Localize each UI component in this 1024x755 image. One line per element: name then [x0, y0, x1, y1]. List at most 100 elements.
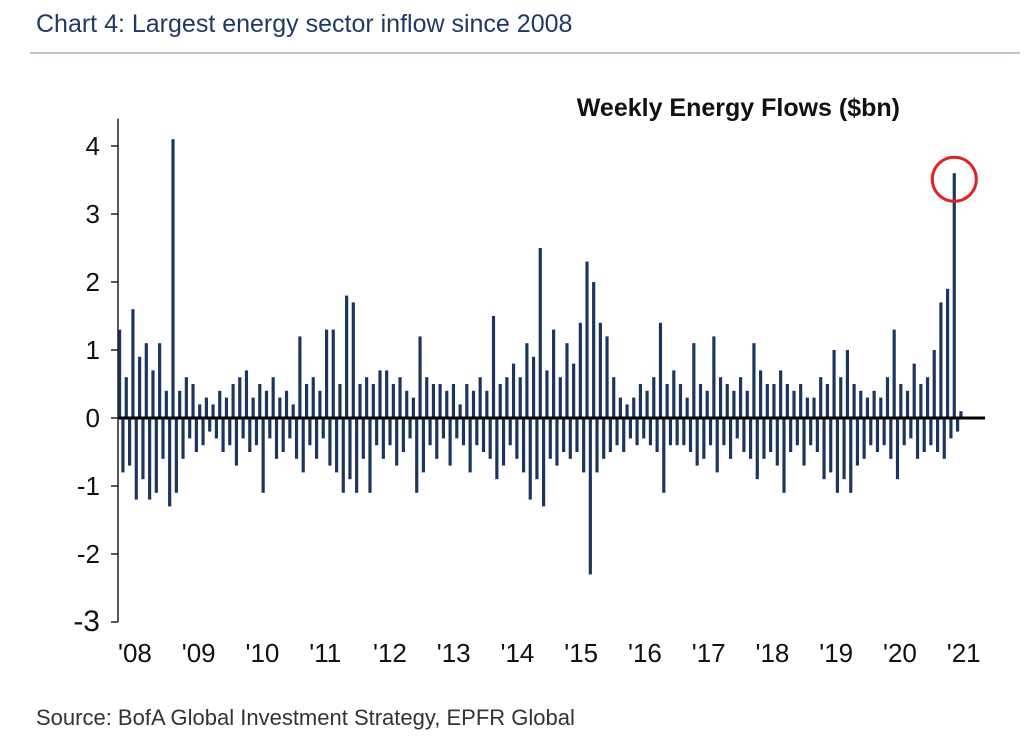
bar: [425, 377, 429, 418]
bar: [755, 418, 759, 480]
x-tick-label: '18: [756, 638, 790, 668]
bar: [438, 384, 442, 418]
bar: [872, 390, 876, 418]
energy-flows-bar-chart: Weekly Energy Flows ($bn) 4 3 2 1 0 -1 -2 -3 '0…: [73, 94, 985, 668]
bar: [538, 248, 542, 418]
bar: [291, 404, 295, 418]
bar: [695, 418, 699, 466]
bar: [692, 343, 696, 418]
bar: [274, 418, 279, 459]
bar: [625, 404, 629, 418]
y-tick-label: 0: [86, 403, 100, 433]
bar: [942, 418, 946, 459]
x-tick-label: '13: [437, 638, 471, 668]
bar: [555, 418, 559, 466]
bar: [842, 418, 846, 480]
bar: [805, 397, 809, 418]
bar: [552, 329, 556, 418]
bar: [208, 418, 212, 432]
bar: [211, 404, 215, 418]
bar: [375, 418, 379, 446]
bar: [602, 418, 606, 459]
bar: [815, 418, 819, 452]
bar: [284, 390, 289, 418]
x-tick-label: '08: [118, 638, 152, 668]
bar: [789, 418, 793, 452]
bar: [548, 418, 552, 459]
bar: [782, 418, 786, 493]
bar: [565, 343, 569, 418]
bar: [415, 418, 419, 493]
bar: [919, 384, 923, 418]
bar: [915, 418, 920, 459]
bar: [882, 418, 886, 446]
bar: [718, 377, 723, 418]
bar: [925, 377, 930, 418]
bar: [935, 418, 940, 452]
bar: [939, 302, 943, 418]
bar: [638, 384, 642, 418]
bar: [234, 418, 239, 466]
bar: [325, 329, 329, 418]
bar: [164, 390, 168, 418]
bar: [582, 418, 586, 473]
bar: [278, 397, 282, 418]
bar: [201, 418, 205, 446]
bar: [304, 384, 309, 418]
bar: [298, 336, 302, 418]
bar: [168, 418, 172, 507]
bar: [658, 322, 663, 418]
bar: [725, 384, 729, 418]
bar: [365, 377, 369, 418]
bar: [895, 418, 900, 480]
bar: [158, 343, 162, 418]
bar: [715, 418, 719, 473]
bar: [121, 418, 125, 473]
bar: [558, 377, 562, 418]
source-note: Source: BofA Global Investment Strategy,…: [36, 705, 575, 730]
bar: [929, 418, 933, 446]
bar: [191, 384, 195, 418]
bar: [945, 288, 950, 418]
bar: [795, 418, 799, 446]
bar: [395, 418, 399, 466]
bar: [128, 418, 132, 466]
bar: [174, 418, 178, 493]
bar: [458, 404, 462, 418]
bar: [675, 418, 679, 446]
bar: [525, 343, 529, 418]
bar: [865, 397, 870, 418]
x-tick-label: '14: [501, 638, 535, 668]
bar: [478, 377, 482, 418]
bar: [248, 418, 252, 452]
bar: [885, 377, 890, 418]
bar: [241, 418, 245, 439]
x-tick-label: '12: [373, 638, 407, 668]
bar: [562, 418, 566, 452]
bar: [655, 418, 659, 452]
bar: [178, 390, 182, 418]
bar: [959, 411, 963, 418]
bar: [949, 418, 953, 439]
bar: [311, 377, 315, 418]
bar: [328, 418, 332, 466]
bar: [254, 418, 259, 446]
bar: [468, 418, 472, 473]
bar: [899, 384, 903, 418]
bar: [268, 418, 272, 439]
x-tick-label: '17: [692, 638, 726, 668]
bar: [792, 390, 796, 418]
bar: [845, 350, 849, 418]
bar: [411, 397, 415, 418]
bar: [879, 397, 883, 418]
bar: [418, 336, 422, 418]
x-tick-label: '11: [309, 638, 341, 668]
bar: [832, 350, 836, 418]
bar: [141, 418, 145, 480]
bar: [648, 418, 653, 446]
y-tick-label: -1: [77, 471, 100, 501]
bar: [799, 384, 803, 418]
bar: [271, 377, 275, 418]
bar: [264, 390, 269, 418]
bar: [204, 397, 208, 418]
